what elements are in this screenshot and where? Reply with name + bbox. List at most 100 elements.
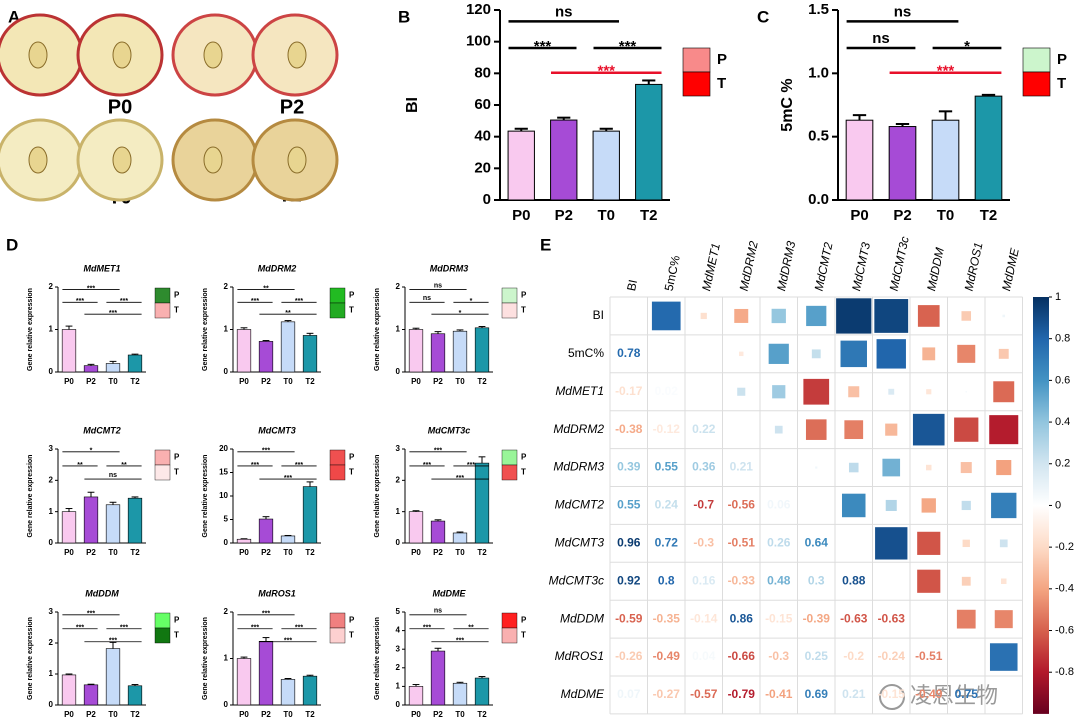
correlation-value: -0.63 — [878, 611, 906, 625]
bar — [974, 95, 1003, 201]
row-label: MdCMT3 — [555, 536, 605, 550]
bar — [474, 677, 490, 706]
significance-label: *** — [251, 298, 259, 305]
colorbar-tick-label: -0.6 — [1055, 624, 1074, 636]
watermark-icon — [879, 684, 905, 710]
x-tick-label: P0 — [64, 710, 74, 719]
x-tick-label: P2 — [555, 207, 573, 224]
y-tick-label: 5 — [224, 515, 229, 524]
correlation-square — [917, 569, 941, 593]
x-tick-label: P2 — [86, 377, 96, 386]
x-tick-label: P2 — [261, 377, 271, 386]
x-tick-label: P0 — [64, 548, 74, 557]
legend-swatch — [154, 449, 171, 466]
y-tick-label: 2 — [396, 282, 401, 291]
y-axis-label: Gene relative expression — [27, 617, 34, 700]
row-label: MdROS1 — [555, 649, 604, 663]
column-label: MdMET1 — [699, 242, 723, 293]
correlation-square — [734, 308, 749, 323]
correlation-value: -0.3 — [768, 649, 789, 663]
correlation-square — [960, 462, 972, 474]
x-tick-label: P2 — [86, 548, 96, 557]
significance-label: *** — [120, 298, 128, 305]
chart-title: MdCMT2 — [83, 425, 121, 435]
correlation-square — [912, 413, 945, 446]
bar — [61, 329, 77, 373]
correlation-square — [993, 381, 1015, 403]
y-tick-label: 10 — [219, 491, 228, 500]
correlation-square — [921, 498, 936, 513]
correlation-value: -0.51 — [728, 536, 756, 550]
significance-label: *** — [76, 625, 84, 632]
x-tick-label: P0 — [411, 548, 421, 557]
x-tick-label: P2 — [261, 548, 271, 557]
correlation-square — [875, 527, 908, 560]
significance-label: *** — [619, 38, 637, 55]
y-tick-label: 0 — [483, 191, 491, 208]
correlation-square — [917, 305, 940, 327]
correlation-value: 0.02 — [655, 384, 679, 398]
legend-swatch — [1022, 71, 1051, 97]
bar — [258, 518, 274, 544]
significance-label: *** — [251, 625, 259, 632]
correlation-value: -0.63 — [840, 611, 868, 625]
correlation-square — [811, 349, 821, 359]
column-label: 5mC% — [662, 254, 683, 292]
y-axis-label: Gene relative expression — [202, 617, 209, 700]
y-tick-label: 5 — [396, 607, 401, 616]
column-label: MdDME — [999, 246, 1022, 292]
legend-swatch — [329, 612, 346, 629]
row-label: MdMET1 — [555, 384, 604, 398]
y-tick-label: 0 — [49, 700, 54, 709]
y-tick-label: 2 — [49, 282, 54, 291]
significance-label: *** — [467, 462, 475, 469]
significance-label: *** — [262, 611, 270, 618]
correlation-square — [961, 500, 971, 511]
colorbar — [1033, 297, 1049, 714]
bar — [408, 329, 424, 373]
bar-chart: 0 1 2 MdMET1 Gene relative expression P0 P2 T0 T… — [27, 263, 180, 386]
correlation-value: 0.96 — [617, 536, 641, 550]
correlation-value: 0.36 — [692, 460, 716, 474]
correlation-value: 0.16 — [692, 573, 716, 587]
correlation-square — [994, 610, 1013, 629]
x-tick-label: T0 — [283, 377, 293, 386]
correlation-square — [774, 425, 783, 434]
y-tick-label: 2 — [396, 663, 401, 672]
y-tick-label: 120 — [466, 1, 491, 18]
bar-chart: 0 5 10 15 20 MdCMT3 Gene relative expression P0… — [202, 425, 355, 557]
legend-label: P — [174, 616, 180, 625]
bar — [430, 333, 446, 373]
y-tick-label: 20 — [474, 159, 491, 176]
x-tick-label: T0 — [108, 377, 118, 386]
row-label: MdDDM — [560, 611, 604, 625]
legend-swatch — [329, 449, 346, 466]
bar — [550, 119, 578, 201]
legend-swatch — [682, 71, 711, 97]
y-tick-label: 1 — [396, 682, 401, 691]
significance-label: *** — [295, 298, 303, 305]
legend-label: P — [349, 453, 355, 462]
column-label: MdCMT3 — [849, 241, 873, 292]
chart-title: MdDME — [433, 588, 467, 598]
y-tick-label: 2 — [49, 475, 54, 484]
correlation-square — [841, 493, 866, 518]
correlation-value: -0.2 — [843, 649, 864, 663]
chart-title: MdCMT3 — [258, 425, 296, 435]
significance-label: *** — [109, 310, 117, 317]
correlation-value: -0.59 — [615, 611, 643, 625]
legend-swatch — [682, 47, 711, 73]
bar — [258, 341, 274, 373]
y-tick-label: 15 — [219, 468, 228, 477]
x-tick-label: T2 — [980, 207, 998, 224]
y-tick-label: 1.0 — [808, 64, 829, 81]
significance-label: *** — [109, 638, 117, 645]
correlation-value: 0.07 — [617, 687, 641, 701]
legend-swatch — [154, 287, 171, 304]
y-tick-label: 3 — [49, 607, 54, 616]
y-tick-label: 2 — [396, 475, 401, 484]
correlation-square — [962, 539, 970, 548]
x-tick-label: T0 — [283, 710, 293, 719]
correlation-square — [803, 378, 830, 405]
colorbar-tick-label: 0.2 — [1055, 458, 1070, 470]
